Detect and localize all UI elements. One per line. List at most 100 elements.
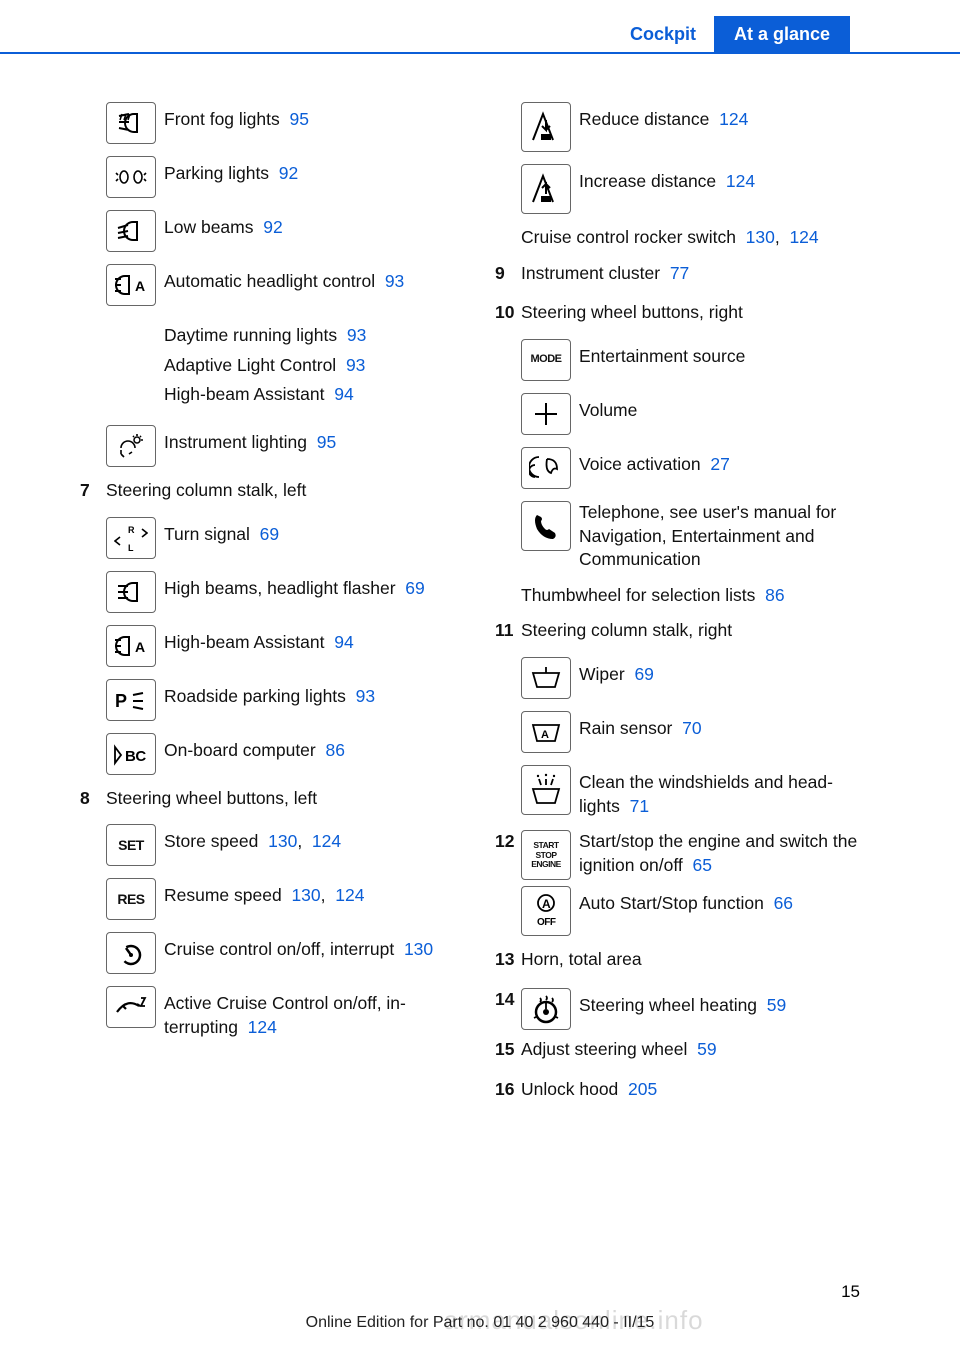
item-label: Wiper bbox=[579, 664, 625, 684]
item-label: Voice activation bbox=[579, 454, 701, 474]
list-item: Daytime running lights 93 Adaptive Light… bbox=[80, 316, 465, 413]
auto-startstop-icon: AOFF bbox=[521, 886, 571, 936]
low-beam-icon bbox=[106, 210, 156, 252]
page-ref[interactable]: 66 bbox=[774, 893, 793, 913]
item-label: High beams, head­light flasher bbox=[164, 578, 396, 598]
rain-sensor-icon: A bbox=[521, 711, 571, 753]
page-ref[interactable]: 69 bbox=[405, 578, 424, 598]
item-label: Front fog lights bbox=[164, 109, 280, 129]
start-stop-engine-icon: STARTSTOPENGINE bbox=[521, 830, 571, 880]
tab-at-a-glance: At a glance bbox=[714, 16, 850, 52]
section-title: Adjust steering wheel bbox=[521, 1039, 687, 1059]
page-ref[interactable]: 92 bbox=[279, 163, 298, 183]
list-item: Parking lights 92 bbox=[80, 154, 465, 198]
item-label: Cruise control rocker switch bbox=[521, 227, 736, 247]
footer-edition: Online Edition for Part no. 01 40 2 960 … bbox=[0, 1314, 960, 1332]
item-label: Daytime running lights bbox=[164, 325, 337, 345]
page-ref[interactable]: 93 bbox=[347, 325, 366, 345]
item-label: Turn signal bbox=[164, 524, 250, 544]
page-ref[interactable]: 124 bbox=[719, 109, 748, 129]
item-label: Resume speed bbox=[164, 885, 282, 905]
page-ref[interactable]: 93 bbox=[385, 271, 404, 291]
page-ref[interactable]: 59 bbox=[697, 1039, 716, 1059]
item-label: Store speed bbox=[164, 831, 258, 851]
page-ref[interactable]: 86 bbox=[325, 740, 344, 760]
page-ref[interactable]: 93 bbox=[346, 355, 365, 375]
page-ref[interactable]: 124 bbox=[789, 227, 818, 247]
section-8: 8 Steering wheel buttons, left bbox=[80, 785, 465, 819]
page-ref[interactable]: 70 bbox=[682, 718, 701, 738]
page-ref[interactable]: 124 bbox=[248, 1017, 277, 1037]
section-10: 10 Steering wheel buttons, right bbox=[495, 299, 880, 333]
section-title: Unlock hood bbox=[521, 1079, 618, 1099]
reduce-distance-icon bbox=[521, 102, 571, 152]
list-item: Reduce distance 124 bbox=[495, 100, 880, 152]
svg-text:L: L bbox=[128, 543, 134, 553]
page-ref[interactable]: 130 bbox=[291, 885, 320, 905]
page-ref[interactable]: 130 bbox=[268, 831, 297, 851]
volume-icon bbox=[521, 393, 571, 435]
wheel-heat-icon bbox=[521, 988, 571, 1030]
page-ref[interactable]: 86 bbox=[765, 585, 784, 605]
section-14: 14 Steering wheel heating 59 bbox=[495, 986, 880, 1030]
page-ref[interactable]: 124 bbox=[312, 831, 341, 851]
high-beam-icon bbox=[106, 571, 156, 613]
item-label: Instrument lighting bbox=[164, 432, 307, 452]
section-number: 11 bbox=[495, 617, 521, 643]
phone-icon bbox=[521, 501, 571, 551]
list-item: P Roadside parking lights 93 bbox=[80, 677, 465, 721]
page-ref[interactable]: 94 bbox=[334, 384, 353, 404]
page-ref[interactable]: 92 bbox=[263, 217, 282, 237]
section-number: 14 bbox=[495, 986, 521, 1012]
page-ref[interactable]: 69 bbox=[260, 524, 279, 544]
page-ref[interactable]: 27 bbox=[710, 454, 729, 474]
item-label: Roadside parking lights bbox=[164, 686, 346, 706]
svg-text:A: A bbox=[135, 278, 145, 294]
section-number: 16 bbox=[495, 1076, 521, 1102]
page-ref[interactable]: 124 bbox=[335, 885, 364, 905]
section-13: 13 Horn, total area bbox=[495, 946, 880, 980]
item-label: On-board computer bbox=[164, 740, 316, 760]
section-16: 16 Unlock hood 205 bbox=[495, 1076, 880, 1110]
section-12: 12 STARTSTOPENGINE Start/stop the engine… bbox=[495, 828, 880, 880]
page-ref[interactable]: 124 bbox=[726, 171, 755, 191]
svg-text:A: A bbox=[135, 639, 145, 655]
section-number: 15 bbox=[495, 1036, 521, 1062]
voice-icon bbox=[521, 447, 571, 489]
item-label: Clean the windshields and head­lights bbox=[579, 772, 833, 816]
list-item: Clean the windshields and head­lights 71 bbox=[495, 763, 880, 818]
item-label: Volume bbox=[579, 400, 637, 420]
list-item: A High-beam Assistant 94 bbox=[80, 623, 465, 667]
page-ref[interactable]: 65 bbox=[693, 855, 712, 875]
page-ref[interactable]: 130 bbox=[746, 227, 775, 247]
left-column: Front fog lights 95 Parking lights 92 Lo… bbox=[80, 100, 465, 1113]
page-ref[interactable]: 71 bbox=[630, 796, 649, 816]
list-item: MODE Entertainment source bbox=[495, 337, 880, 381]
item-label: Reduce distance bbox=[579, 109, 709, 129]
header-tabs: Cockpit At a glance bbox=[0, 16, 960, 54]
list-item: Front fog lights 95 bbox=[80, 100, 465, 144]
item-label: Auto Start/Stop function bbox=[579, 893, 764, 913]
list-item: A Automatic headlight con­trol 93 bbox=[80, 262, 465, 306]
page-ref[interactable]: 77 bbox=[670, 263, 689, 283]
list-item: Low beams 92 bbox=[80, 208, 465, 252]
washer-icon bbox=[521, 765, 571, 815]
set-icon: SET bbox=[106, 824, 156, 866]
list-item: Cruise control rocker switch 130, 124 bbox=[495, 224, 880, 250]
turn-signal-icon: RL bbox=[106, 517, 156, 559]
page-ref[interactable]: 59 bbox=[767, 995, 786, 1015]
item-label: Adaptive Light Control bbox=[164, 355, 336, 375]
svg-text:A: A bbox=[541, 729, 549, 741]
page-ref[interactable]: 130 bbox=[404, 939, 433, 959]
section-9: 9 Instrument cluster 77 bbox=[495, 260, 880, 294]
svg-text:OFF: OFF bbox=[537, 917, 556, 928]
page-ref[interactable]: 205 bbox=[628, 1079, 657, 1099]
page-ref[interactable]: 93 bbox=[356, 686, 375, 706]
page-ref[interactable]: 69 bbox=[634, 664, 653, 684]
instrument-lighting-icon bbox=[106, 425, 156, 467]
section-title: Instrument cluster bbox=[521, 263, 660, 283]
page-ref[interactable]: 94 bbox=[334, 632, 353, 652]
page-ref[interactable]: 95 bbox=[317, 432, 336, 452]
active-cruise-icon bbox=[106, 986, 156, 1028]
page-ref[interactable]: 95 bbox=[289, 109, 308, 129]
